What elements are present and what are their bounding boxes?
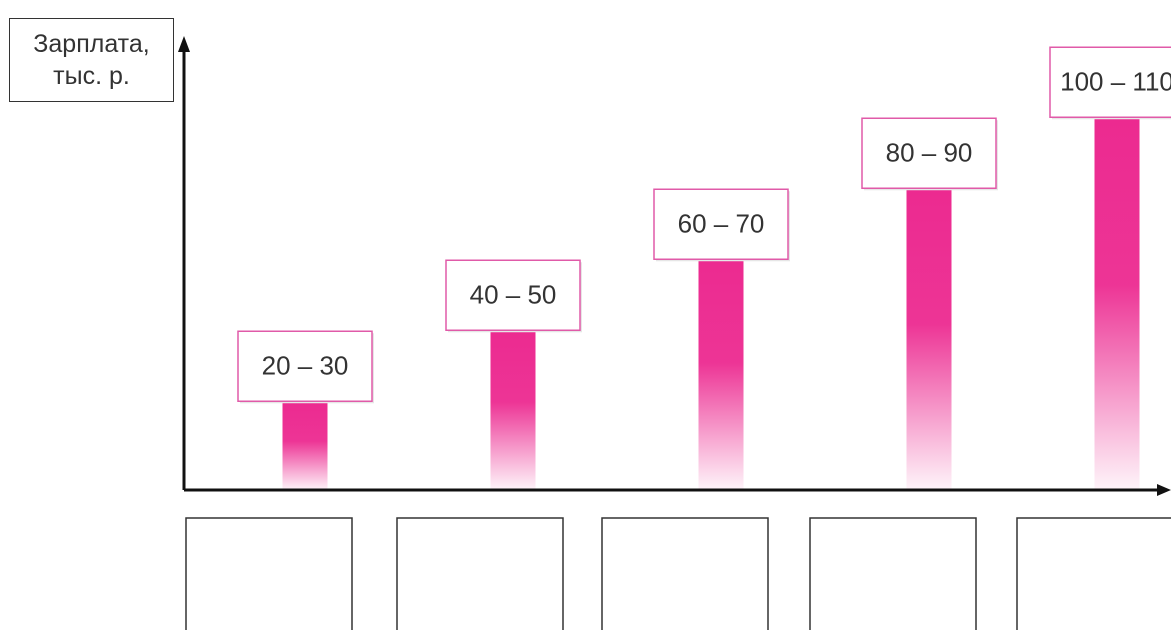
bar-5 bbox=[1094, 117, 1140, 490]
bar-4 bbox=[906, 188, 952, 490]
data-label-text: 60 – 70 bbox=[678, 208, 765, 238]
data-label-text: 80 – 90 bbox=[886, 137, 973, 167]
data-label-2: 40 – 50 bbox=[445, 259, 582, 333]
data-label-3: 60 – 70 bbox=[653, 188, 790, 262]
data-label-1: 20 – 30 bbox=[237, 330, 374, 404]
data-label-4: 80 – 90 bbox=[861, 117, 998, 191]
data-label-box bbox=[861, 117, 997, 189]
x-axis-arrow bbox=[1157, 484, 1171, 496]
category-box-3 bbox=[601, 517, 769, 630]
data-label-box bbox=[653, 188, 789, 260]
data-label-box bbox=[237, 330, 373, 402]
category-box-4 bbox=[809, 517, 977, 630]
y-axis-label: Зарплата, тыс. р. bbox=[9, 18, 174, 102]
category-box-2 bbox=[396, 517, 564, 630]
y-axis-label-line-2: тыс. р. bbox=[53, 62, 130, 90]
y-axis-arrow bbox=[178, 36, 190, 52]
data-label-box bbox=[445, 259, 581, 331]
bar-1 bbox=[282, 401, 328, 490]
category-box-1 bbox=[185, 517, 353, 630]
data-label-text: 20 – 30 bbox=[262, 350, 349, 380]
data-label-text: 100 – 110 bbox=[1060, 66, 1171, 96]
bar-3 bbox=[698, 259, 744, 490]
data-label-box bbox=[1049, 46, 1171, 118]
data-label-text: 40 – 50 bbox=[470, 279, 557, 309]
y-axis-label-line-1: Зарплата, bbox=[33, 30, 150, 58]
bar-2 bbox=[490, 330, 536, 490]
data-label-5: 100 – 110 bbox=[1049, 46, 1171, 120]
category-box-5 bbox=[1016, 517, 1171, 630]
